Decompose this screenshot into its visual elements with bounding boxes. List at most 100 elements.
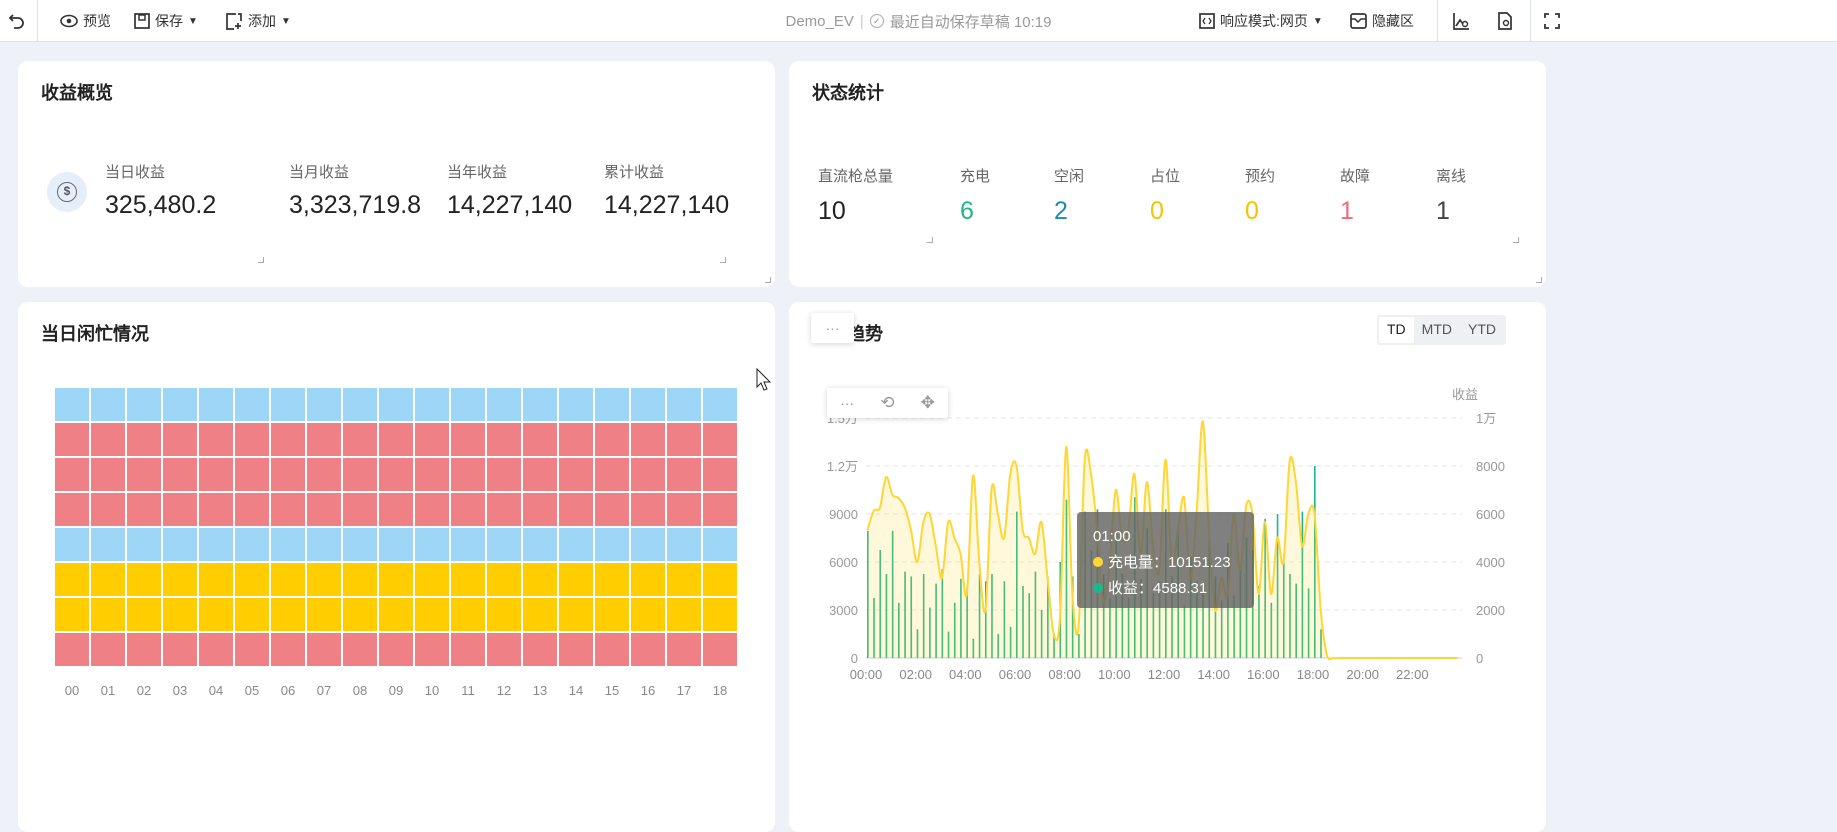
tab-ytd[interactable]: YTD <box>1468 321 1496 337</box>
heatmap-cell[interactable] <box>595 528 629 561</box>
heatmap-cell[interactable] <box>487 633 521 666</box>
heatmap-cell[interactable] <box>631 493 665 526</box>
responsive-mode-dropdown[interactable]: 响应模式:网页 ▼ <box>1199 0 1323 42</box>
heatmap-cell[interactable] <box>307 563 341 596</box>
heatmap-cell[interactable] <box>487 493 521 526</box>
heatmap-cell[interactable] <box>595 388 629 421</box>
heatmap-cell[interactable] <box>631 598 665 631</box>
heatmap-cell[interactable] <box>415 563 449 596</box>
enter-icon[interactable]: ⟲ <box>880 393 895 412</box>
heatmap-cell[interactable] <box>487 458 521 491</box>
heatmap-cell[interactable] <box>559 598 593 631</box>
chart-tool-button[interactable] <box>1452 0 1470 42</box>
heatmap-cell[interactable] <box>523 633 557 666</box>
heatmap-cell[interactable] <box>55 388 89 421</box>
heatmap-cell[interactable] <box>703 633 737 666</box>
heatmap-cell[interactable] <box>343 563 377 596</box>
heatmap-cell[interactable] <box>595 458 629 491</box>
tab-td[interactable]: TD <box>1379 317 1414 343</box>
heatmap-cell[interactable] <box>415 633 449 666</box>
heatmap-cell[interactable] <box>415 388 449 421</box>
heatmap-cell[interactable] <box>343 598 377 631</box>
heatmap-cell[interactable] <box>55 563 89 596</box>
heatmap-cell[interactable] <box>55 493 89 526</box>
heatmap-cell[interactable] <box>487 563 521 596</box>
heatmap-cell[interactable] <box>163 388 197 421</box>
fullscreen-button[interactable] <box>1544 0 1560 42</box>
heatmap-cell[interactable] <box>127 388 161 421</box>
add-button[interactable]: 添加 ▼ <box>226 0 291 42</box>
resize-handle[interactable] <box>927 237 933 243</box>
heatmap-cell[interactable] <box>559 633 593 666</box>
heatmap-cell[interactable] <box>667 458 701 491</box>
heatmap-cell[interactable] <box>91 528 125 561</box>
heatmap-cell[interactable] <box>127 563 161 596</box>
heatmap-cell[interactable] <box>163 633 197 666</box>
heatmap-cell[interactable] <box>595 633 629 666</box>
heatmap-cell[interactable] <box>379 528 413 561</box>
heatmap-cell[interactable] <box>163 423 197 456</box>
heatmap-cell[interactable] <box>91 493 125 526</box>
heatmap-cell[interactable] <box>307 458 341 491</box>
heatmap-cell[interactable] <box>91 458 125 491</box>
heatmap-cell[interactable] <box>307 633 341 666</box>
heatmap-cell[interactable] <box>379 598 413 631</box>
heatmap-cell[interactable] <box>271 388 305 421</box>
heatmap-cell[interactable] <box>127 458 161 491</box>
heatmap-cell[interactable] <box>343 528 377 561</box>
heatmap-cell[interactable] <box>451 493 485 526</box>
heatmap-cell[interactable] <box>559 493 593 526</box>
heatmap-cell[interactable] <box>559 563 593 596</box>
heatmap-cell[interactable] <box>487 423 521 456</box>
heatmap-cell[interactable] <box>199 563 233 596</box>
heatmap-cell[interactable] <box>163 528 197 561</box>
heatmap-cell[interactable] <box>379 633 413 666</box>
heatmap-cell[interactable] <box>415 528 449 561</box>
heatmap-cell[interactable] <box>703 598 737 631</box>
heatmap-cell[interactable] <box>703 388 737 421</box>
heatmap-cell[interactable] <box>235 458 269 491</box>
heatmap-cell[interactable] <box>523 423 557 456</box>
heatmap-cell[interactable] <box>667 633 701 666</box>
heatmap-cell[interactable] <box>307 528 341 561</box>
heatmap-cell[interactable] <box>343 423 377 456</box>
move-icon[interactable]: ✥ <box>920 393 935 412</box>
more-options-button[interactable]: ··· <box>811 313 854 343</box>
heatmap-cell[interactable] <box>667 388 701 421</box>
heatmap-cell[interactable] <box>235 423 269 456</box>
heatmap-cell[interactable] <box>55 633 89 666</box>
heatmap-cell[interactable] <box>451 423 485 456</box>
heatmap-cell[interactable] <box>55 528 89 561</box>
heatmap-cell[interactable] <box>523 528 557 561</box>
heatmap-cell[interactable] <box>235 493 269 526</box>
heatmap-cell[interactable] <box>199 493 233 526</box>
heatmap-cell[interactable] <box>379 458 413 491</box>
heatmap-cell[interactable] <box>199 598 233 631</box>
heatmap-cell[interactable] <box>91 388 125 421</box>
heatmap-cell[interactable] <box>559 423 593 456</box>
heatmap-cell[interactable] <box>91 633 125 666</box>
heatmap-cell[interactable] <box>631 423 665 456</box>
heatmap-cell[interactable] <box>127 598 161 631</box>
heatmap-cell[interactable] <box>487 528 521 561</box>
heatmap-cell[interactable] <box>523 388 557 421</box>
heatmap-cell[interactable] <box>667 423 701 456</box>
heatmap-cell[interactable] <box>415 493 449 526</box>
heatmap-cell[interactable] <box>199 388 233 421</box>
heatmap-cell[interactable] <box>451 528 485 561</box>
heatmap-cell[interactable] <box>235 388 269 421</box>
heatmap-cell[interactable] <box>487 598 521 631</box>
heatmap-cell[interactable] <box>667 493 701 526</box>
heatmap-cell[interactable] <box>559 458 593 491</box>
heatmap-cell[interactable] <box>703 493 737 526</box>
heatmap-cell[interactable] <box>667 563 701 596</box>
resize-handle[interactable] <box>1536 277 1542 283</box>
heatmap-cell[interactable] <box>667 528 701 561</box>
heatmap-cell[interactable] <box>703 528 737 561</box>
heatmap-cell[interactable] <box>199 423 233 456</box>
heatmap-cell[interactable] <box>91 598 125 631</box>
heatmap-cell[interactable] <box>631 458 665 491</box>
heatmap-cell[interactable] <box>415 458 449 491</box>
heatmap-cell[interactable] <box>127 423 161 456</box>
heatmap-cell[interactable] <box>127 633 161 666</box>
